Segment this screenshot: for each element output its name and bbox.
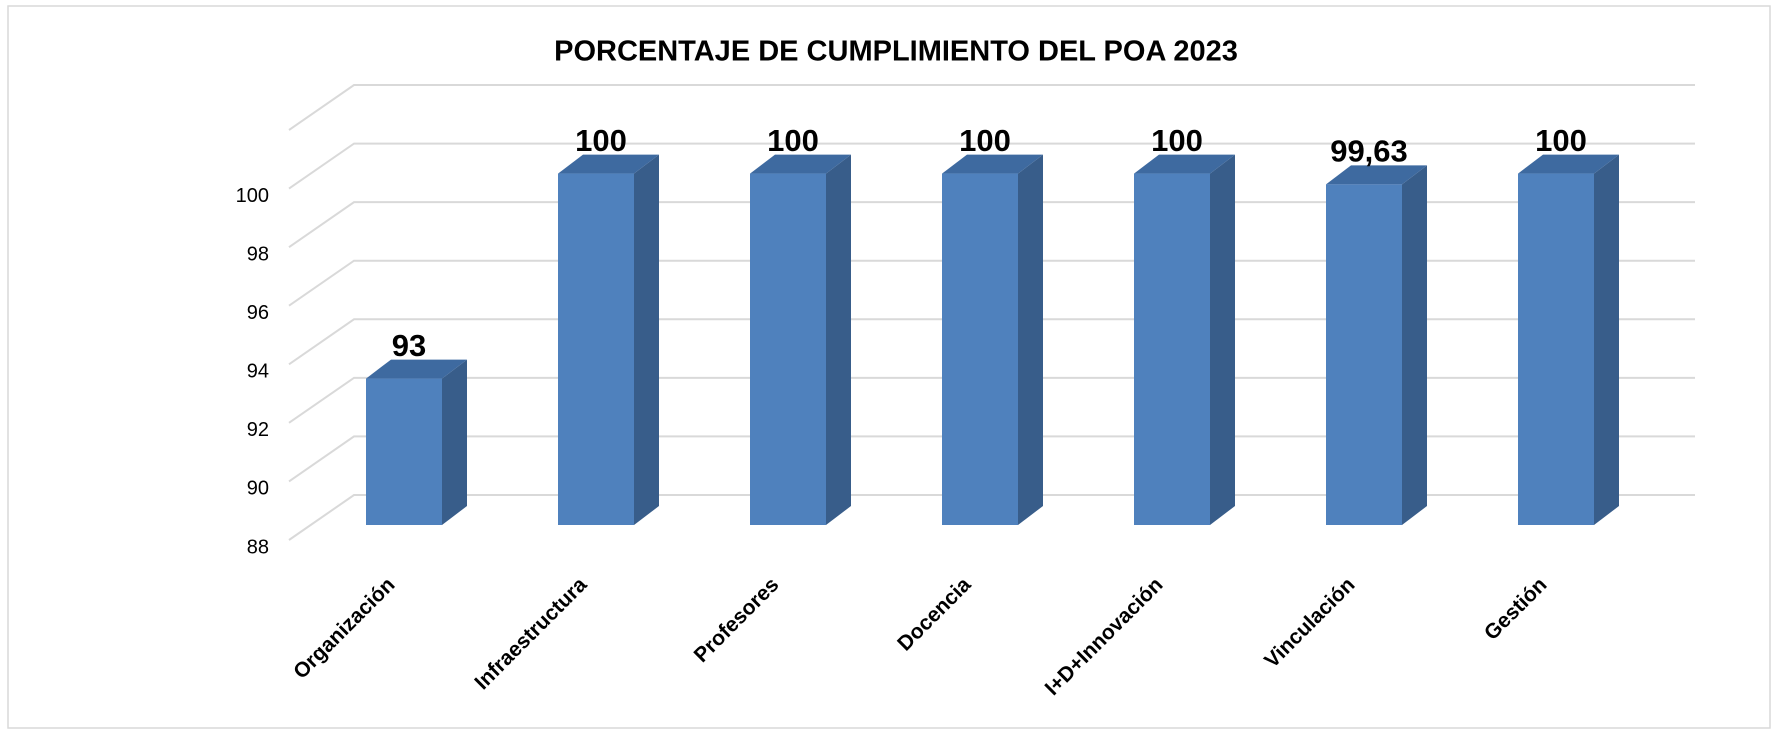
grid-line bbox=[288, 494, 1695, 541]
y-tick-label: 88 bbox=[247, 536, 269, 558]
grid-line bbox=[288, 318, 1695, 366]
grid-line bbox=[288, 142, 1695, 190]
bar bbox=[1518, 173, 1594, 526]
wall-top bbox=[288, 84, 1695, 131]
bar bbox=[942, 173, 1018, 526]
grid-line bbox=[288, 259, 1695, 307]
grid-line bbox=[288, 376, 1695, 424]
bar bbox=[1326, 184, 1402, 525]
y-tick-label: 96 bbox=[247, 302, 269, 324]
bar-side bbox=[1018, 154, 1043, 526]
bar-top bbox=[558, 154, 659, 174]
bar-top bbox=[366, 359, 467, 379]
value-label: 93 bbox=[392, 328, 426, 363]
bar-side bbox=[442, 359, 467, 525]
y-tick-label: 98 bbox=[247, 243, 269, 265]
value-label: 100 bbox=[575, 123, 627, 158]
value-label: 100 bbox=[767, 123, 819, 158]
value-label: 100 bbox=[1151, 123, 1203, 158]
bar-side bbox=[1210, 154, 1235, 526]
bar bbox=[1134, 173, 1210, 526]
value-label: 100 bbox=[1535, 123, 1587, 158]
bar bbox=[366, 378, 442, 525]
bar-top bbox=[1326, 165, 1427, 185]
y-tick-label: 94 bbox=[247, 361, 269, 383]
bar-side bbox=[826, 154, 851, 526]
y-tick-label: 90 bbox=[247, 478, 269, 500]
bar-top bbox=[750, 154, 851, 174]
bar-side bbox=[1594, 154, 1619, 526]
value-label: 100 bbox=[959, 123, 1011, 158]
bar-side bbox=[634, 154, 659, 526]
bar-top bbox=[1134, 154, 1235, 174]
bar-side bbox=[1402, 165, 1427, 525]
chart-frame bbox=[7, 5, 1771, 729]
bar bbox=[558, 173, 634, 526]
value-label: 99,63 bbox=[1330, 134, 1408, 169]
grid-line bbox=[288, 201, 1695, 248]
bar-top bbox=[1518, 154, 1619, 174]
bar bbox=[750, 173, 826, 526]
y-tick-label: 100 bbox=[236, 185, 269, 207]
grid-line bbox=[288, 435, 1695, 483]
bar-top bbox=[942, 154, 1043, 174]
chart-title: PORCENTAJE DE CUMPLIMIENTO DEL POA 2023 bbox=[554, 36, 1238, 68]
y-tick-label: 92 bbox=[247, 419, 269, 441]
